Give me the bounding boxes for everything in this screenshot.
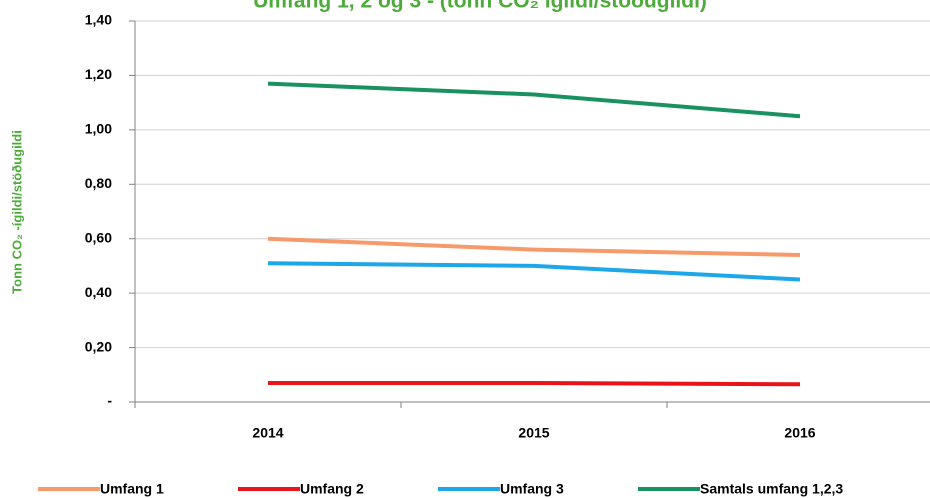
- legend-label: Umfang 1: [100, 481, 164, 497]
- legend-label: Samtals umfang 1,2,3: [700, 481, 843, 497]
- y-tick-label: -: [107, 393, 112, 409]
- series-line: [268, 380, 801, 387]
- y-tick-label: 0,60: [85, 229, 112, 245]
- y-axis-label: Tonn CO₂ -ígildi/stöðugildi: [9, 130, 24, 294]
- y-tick-label: 0,40: [85, 284, 112, 300]
- series-line: [267, 236, 801, 258]
- x-tick-label: 2016: [784, 425, 815, 441]
- y-tick-label: 1,00: [85, 121, 112, 137]
- y-tick-label: 1,40: [85, 12, 112, 28]
- legend-label: Umfang 3: [500, 481, 564, 497]
- series-line: [267, 81, 801, 119]
- x-tick-label: 2014: [252, 425, 283, 441]
- y-tick-label: 1,20: [85, 66, 112, 82]
- series-line: [267, 261, 801, 282]
- y-tick-label: 0,80: [85, 175, 112, 191]
- x-tick-label: 2015: [518, 425, 549, 441]
- legend-label: Umfang 2: [300, 481, 364, 497]
- y-tick-label: 0,20: [85, 338, 112, 354]
- chart-title: Umfang 1, 2 og 3 - (tonn CO₂ ígildi/stöð…: [253, 0, 707, 13]
